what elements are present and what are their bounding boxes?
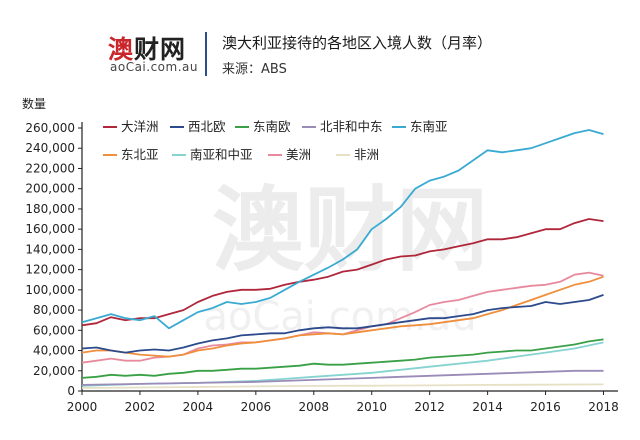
y-tick-label: 220,000: [25, 161, 75, 175]
x-tick-label: 2018: [588, 400, 619, 414]
chart-header: 澳财网 aoCai.com.au 澳大利亚接待的各地区入境人数（月率） 来源：A…: [0, 0, 640, 86]
x-tick-label: 2004: [183, 400, 214, 414]
watermark-text: 澳财网: [212, 177, 488, 284]
y-tick-label: 0: [67, 384, 75, 398]
y-tick-label: 180,000: [25, 202, 75, 216]
y-tick-label: 120,000: [25, 263, 75, 277]
y-tick-label: 40,000: [33, 344, 75, 358]
chart-title: 澳大利亚接待的各地区入境人数（月率）: [222, 34, 493, 52]
y-tick-label: 140,000: [25, 242, 75, 256]
y-tick-label: 200,000: [25, 182, 75, 196]
y-tick-label: 20,000: [33, 364, 75, 378]
series-line-9: [81, 383, 604, 389]
brand-logo: 澳财网: [108, 35, 187, 64]
y-tick-label: 240,000: [25, 141, 75, 155]
y-tick-label: 160,000: [25, 222, 75, 236]
x-tick-label: 2012: [414, 400, 445, 414]
legend-label-6: 东北亚: [121, 147, 159, 162]
series-line-2: [81, 294, 604, 354]
legend-label-5: 东南亚: [410, 119, 448, 134]
chart-source: 来源：ABS: [222, 62, 287, 77]
series-line-1: [81, 218, 604, 327]
legend-label-4: 北非和中东: [320, 119, 383, 134]
x-tick-label: 2002: [125, 400, 156, 414]
legend-label-8: 美洲: [286, 147, 311, 162]
x-tick-label: 2010: [356, 400, 387, 414]
series-line-3: [81, 338, 604, 379]
x-tick-label: 2000: [67, 400, 98, 414]
x-tick-label: 2008: [299, 400, 330, 414]
y-tick-label: 100,000: [25, 283, 75, 297]
legend-label-1: 大洋洲: [121, 119, 159, 134]
y-axis-label: 数量: [22, 96, 46, 111]
legend-label-2: 西北欧: [188, 119, 226, 134]
series-line-4: [81, 369, 604, 386]
legend-label-3: 东南欧: [253, 119, 291, 134]
series-line-5: [81, 129, 604, 330]
brand-logo-url: aoCai.com.au: [110, 60, 198, 74]
header-divider: [205, 32, 207, 76]
x-tick-label: 2016: [530, 400, 561, 414]
y-tick-label: 60,000: [33, 323, 75, 337]
legend-label-9: 非洲: [354, 147, 379, 162]
y-tick-label: 260,000: [25, 121, 75, 135]
legend-label-7: 南亚和中亚: [190, 147, 253, 162]
x-tick-label: 2014: [472, 400, 503, 414]
y-tick-label: 80,000: [33, 303, 75, 317]
watermark-url: aoCai.com.au: [203, 294, 476, 340]
series-line-6: [81, 275, 604, 358]
x-tick-label: 2006: [241, 400, 272, 414]
